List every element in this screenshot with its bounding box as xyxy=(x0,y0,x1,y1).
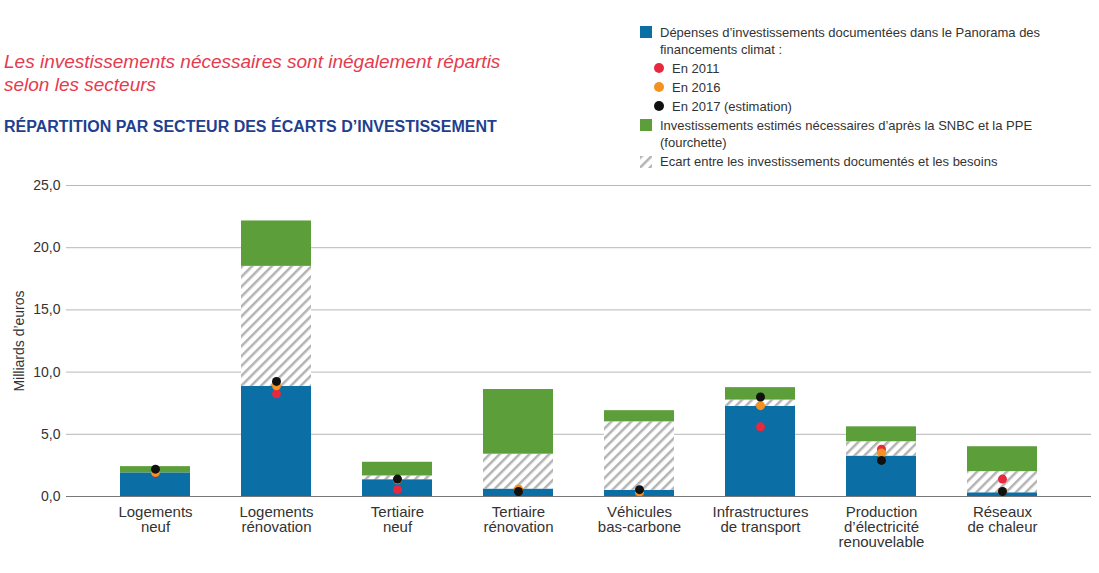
svg-text:Logementsneuf: Logementsneuf xyxy=(118,503,192,535)
svg-text:Tertiaireneuf: Tertiaireneuf xyxy=(371,503,424,535)
html-text:Dépenses d’investissements doc: Dépenses d’investissements documentées d… xyxy=(660,25,1041,57)
html-text:Ecart entre les investissement: Ecart entre les investissements document… xyxy=(660,154,998,169)
svg-text:20,0: 20,0 xyxy=(33,239,60,255)
html-text:En 2017 (estimation): En 2017 (estimation) xyxy=(672,99,792,114)
svg-text:10,0: 10,0 xyxy=(33,364,60,380)
svg-text:5,0: 5,0 xyxy=(41,426,61,442)
svg-text:0,0: 0,0 xyxy=(41,488,61,504)
svg-text:15,0: 15,0 xyxy=(33,301,60,317)
html-text:En 2016: En 2016 xyxy=(672,80,721,95)
svg-text:25,0: 25,0 xyxy=(33,177,60,193)
html-text:Les investissements nécessaire: Les investissements nécessaires sont iné… xyxy=(4,51,501,95)
svg-text:Productiond’électricitérenouve: Productiond’électricitérenouvelable xyxy=(839,503,925,550)
svg-text:Milliards d’euros: Milliards d’euros xyxy=(11,290,27,391)
html-text:En 2011: En 2011 xyxy=(672,61,720,76)
svg-text:Véhiculesbas-carbone: Véhiculesbas-carbone xyxy=(598,503,681,535)
svg-text:Infrastructuresde transport: Infrastructuresde transport xyxy=(713,503,809,535)
svg-text:Réseauxde chaleur: Réseauxde chaleur xyxy=(967,503,1037,535)
svg-text:Tertiairerénovation: Tertiairerénovation xyxy=(483,503,553,535)
html-text:Investissements estimés nécess: Investissements estimés nécessaires d’ap… xyxy=(660,118,1033,150)
svg-text:Logementsrénovation: Logementsrénovation xyxy=(239,503,313,535)
html-text:RÉPARTITION PAR SECTEUR DES ÉC: RÉPARTITION PAR SECTEUR DES ÉCARTS D’INV… xyxy=(4,118,497,135)
